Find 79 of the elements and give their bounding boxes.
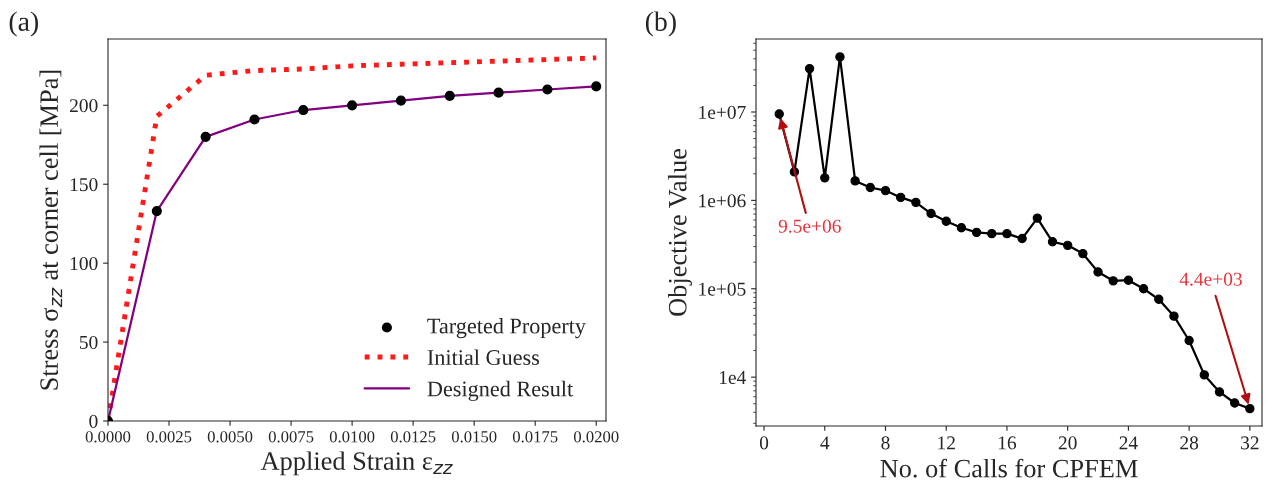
point [1032,213,1042,223]
legend-label: Initial Guess [427,349,540,366]
y-tick-label: 100 [70,256,98,271]
y-tick-label: 1e+07 [699,105,746,119]
x-tick-label: 0.0075 [268,431,314,443]
point [1108,276,1118,286]
x-tick-label: 12 [938,436,955,450]
point [926,208,936,219]
x-tick-label: 28 [1180,436,1199,450]
y-tick-label: 50 [79,335,98,350]
x-tick-label: 0.0100 [329,431,375,443]
point [200,131,211,142]
y-tick-label: 0 [89,414,98,428]
y-axis-title: Objective Value [668,149,692,316]
point [493,87,504,98]
point [880,185,891,196]
point [804,63,815,74]
point [941,216,951,226]
x-tick-label: 0.0150 [451,431,497,443]
x-tick-label: 16 [998,436,1017,450]
x-tick-label: 0.0050 [207,431,253,443]
x-tick-label: 8 [881,436,890,450]
point [1214,387,1225,397]
point [987,229,997,239]
x-tick-label: 32 [1241,436,1259,450]
point [1002,229,1012,239]
point [1123,275,1134,285]
point [820,173,830,183]
point [1199,370,1209,380]
point [1138,284,1149,294]
point [151,205,162,217]
x-tick-label: 24 [1119,436,1138,450]
x-tick-label: 4 [820,436,830,450]
point [1017,233,1027,244]
point [1169,311,1179,321]
point [1229,398,1240,408]
point [298,104,309,116]
y-tick-label: 1e+05 [699,282,746,296]
x-tick-label: 0.0000 [85,431,131,443]
x-axis-title: Applied Strain ε$_{zz}$ [260,451,453,476]
point [774,109,784,119]
chart-title: (a) [9,11,39,37]
legend-label: Designed Result [427,380,574,401]
y-axis-title: Stress σ$_{zz}$ at corner cell [MPa] [39,70,63,390]
point [591,81,602,92]
point [395,95,407,106]
point [542,84,553,95]
point [444,90,455,101]
point [911,197,921,208]
x-tick-label: 0.0025 [146,431,192,443]
point [1078,248,1088,259]
point [835,52,845,62]
point [865,182,875,193]
y-tick-label: 200 [69,99,98,113]
point [971,227,982,238]
point [1154,294,1164,304]
annotation: 4.4e+03 [1179,272,1242,286]
point [1062,240,1073,251]
annotation: 9.5e+06 [778,219,841,233]
y-tick-label: 1e4 [719,371,746,385]
point [1047,237,1058,247]
point [347,100,358,111]
chart-title: (b) [645,11,676,37]
point [895,192,906,203]
point [850,176,860,186]
y-tick-label: 1e+06 [699,194,746,208]
point [1245,403,1255,414]
point [956,223,967,233]
point [1093,267,1103,277]
x-tick-label: 0.0125 [390,431,436,443]
y-tick-label: 150 [70,178,98,192]
x-tick-label: 0.0175 [512,431,558,443]
legend-label: Targeted Property [427,317,586,339]
x-tick-label: 0.0200 [573,431,619,443]
x-tick-label: 20 [1058,436,1077,450]
x-axis-title: No. of Calls for CPFEM [880,458,1138,478]
point [249,114,260,125]
x-tick-label: 0 [759,436,769,450]
point [1184,335,1194,346]
